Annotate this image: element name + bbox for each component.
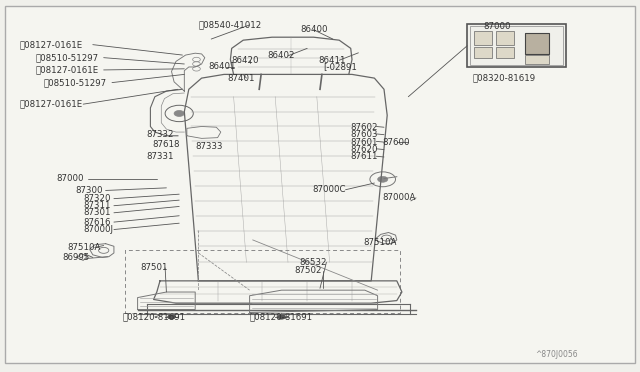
Circle shape	[174, 110, 184, 116]
Circle shape	[168, 315, 175, 319]
Text: Ⓑ08120-81691: Ⓑ08120-81691	[250, 312, 313, 321]
Text: 87000A: 87000A	[383, 193, 416, 202]
Bar	[474, 31, 492, 45]
Text: 86995: 86995	[63, 253, 90, 262]
Text: 86402: 86402	[268, 51, 295, 60]
Text: 86411: 86411	[319, 56, 346, 65]
Text: 87331: 87331	[146, 153, 173, 161]
Text: 87616: 87616	[83, 218, 111, 227]
Text: 87600: 87600	[383, 138, 410, 147]
Text: Ⓝ08510-51297: Ⓝ08510-51297	[35, 53, 99, 62]
Bar	[470, 26, 563, 65]
Text: 87000J: 87000J	[83, 225, 113, 234]
Circle shape	[378, 176, 388, 182]
Bar	[525, 55, 549, 64]
Text: 86420: 86420	[232, 56, 259, 65]
Text: 87602: 87602	[351, 123, 378, 132]
Text: Ⓝ08510-51297: Ⓝ08510-51297	[44, 78, 107, 87]
Text: 87510A: 87510A	[67, 243, 100, 252]
Text: 87301: 87301	[83, 208, 111, 217]
Text: 87320: 87320	[83, 194, 111, 203]
Text: 87401: 87401	[227, 74, 255, 83]
Text: 87332: 87332	[146, 130, 173, 139]
Bar	[467, 24, 566, 67]
Text: 87502: 87502	[294, 266, 322, 275]
Text: 86400: 86400	[301, 25, 328, 34]
Text: 86532: 86532	[300, 258, 327, 267]
Text: 87311: 87311	[83, 201, 111, 210]
Bar	[496, 47, 514, 58]
Text: 87603: 87603	[351, 130, 378, 139]
Bar	[525, 33, 549, 54]
Bar	[525, 33, 549, 54]
Text: Ⓝ08320-81619: Ⓝ08320-81619	[472, 74, 536, 83]
Text: [-02891: [-02891	[323, 62, 357, 71]
Text: 87620: 87620	[351, 145, 378, 154]
Text: ^870J0056: ^870J0056	[536, 350, 578, 359]
Bar	[474, 47, 492, 58]
Text: 87300: 87300	[76, 186, 103, 195]
Circle shape	[278, 315, 285, 319]
Text: Ⓑ08120-81691: Ⓑ08120-81691	[123, 312, 186, 321]
Text: Ⓑ08127-0161E: Ⓑ08127-0161E	[19, 100, 83, 109]
Text: 87611: 87611	[351, 153, 378, 161]
Text: 87601: 87601	[351, 138, 378, 147]
Text: 87000: 87000	[483, 22, 511, 31]
Text: Ⓑ08127-0161E: Ⓑ08127-0161E	[19, 40, 83, 49]
Bar	[496, 31, 514, 45]
Text: 87501: 87501	[141, 263, 168, 272]
Text: 87000: 87000	[56, 174, 84, 183]
Text: 87333: 87333	[195, 142, 223, 151]
Text: 87510A: 87510A	[364, 238, 397, 247]
Text: Ⓝ08540-41012: Ⓝ08540-41012	[198, 20, 262, 29]
Text: 86401: 86401	[208, 62, 236, 71]
Bar	[125, 250, 400, 313]
Text: Ⓑ08127-0161E: Ⓑ08127-0161E	[35, 65, 99, 74]
Text: 87000C: 87000C	[312, 185, 346, 194]
Text: 87618: 87618	[152, 140, 180, 149]
